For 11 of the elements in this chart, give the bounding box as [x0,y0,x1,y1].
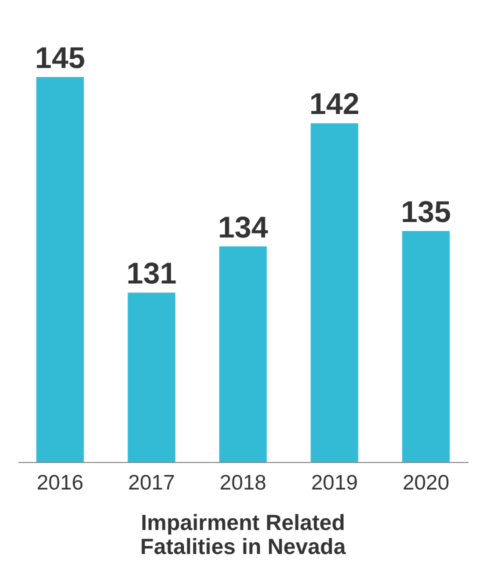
data-label: 142 [309,88,360,122]
text: Impairment Related Fatalities in Nevada [140,510,346,559]
x-tick-label: 2020 [402,472,450,494]
x-tick-label: 2019 [311,472,358,494]
data-label: 131 [126,258,177,291]
data-label: 134 [218,211,268,244]
x-tick-label: 2016 [36,472,84,494]
data-label: 135 [400,196,451,229]
x-tick-label: 2017 [128,472,175,494]
x-tick-label: 2018 [220,472,266,494]
data-label: 145 [35,42,86,75]
